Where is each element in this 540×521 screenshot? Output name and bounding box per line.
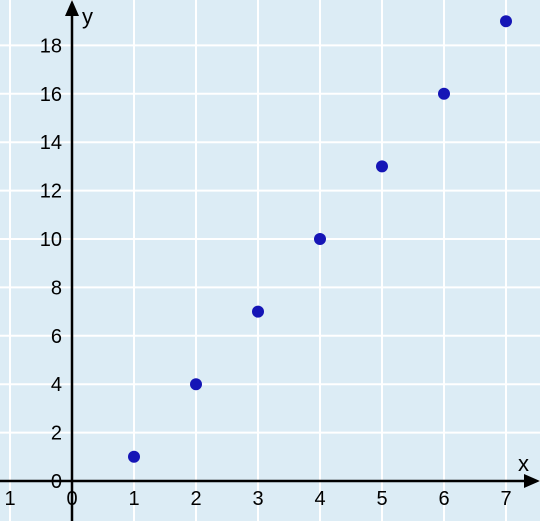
y-tick-label: 8 [51, 277, 62, 299]
x-tick-label: 5 [376, 488, 387, 510]
y-tick-label: 6 [51, 326, 62, 348]
x-tick-label: 2 [190, 488, 201, 510]
data-point [500, 15, 512, 27]
data-point [314, 233, 326, 245]
x-tick-label: 1 [4, 488, 15, 510]
y-tick-label: 2 [51, 423, 62, 445]
data-point [190, 378, 202, 390]
x-tick-label: 7 [500, 488, 511, 510]
scatter-chart: 101234567024681012141618xy [0, 0, 540, 521]
y-tick-label: 0 [51, 471, 62, 493]
y-tick-label: 12 [40, 181, 62, 203]
x-tick-label: 1 [128, 488, 139, 510]
data-point [376, 160, 388, 172]
data-point [128, 451, 140, 463]
plot-background [0, 0, 540, 521]
y-axis-label: y [82, 4, 93, 29]
data-point [252, 306, 264, 318]
y-tick-label: 10 [40, 229, 62, 251]
y-tick-label: 16 [40, 84, 62, 106]
x-tick-label: 3 [252, 488, 263, 510]
x-axis-label: x [518, 451, 529, 476]
x-tick-label: 4 [314, 488, 325, 510]
y-tick-label: 4 [51, 374, 62, 396]
y-tick-label: 14 [40, 132, 62, 154]
x-tick-label: 0 [66, 488, 77, 510]
y-tick-label: 18 [40, 35, 62, 57]
data-point [438, 88, 450, 100]
chart-svg: 101234567024681012141618xy [0, 0, 540, 521]
x-tick-label: 6 [438, 488, 449, 510]
